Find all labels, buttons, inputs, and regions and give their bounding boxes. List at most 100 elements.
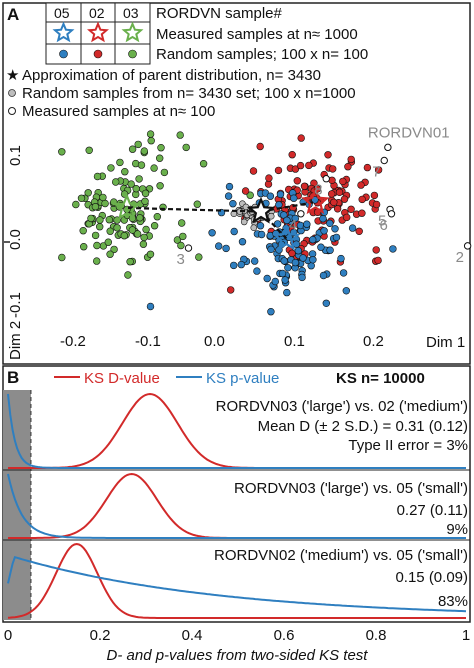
parent-star (246, 196, 276, 224)
scatter-point (326, 219, 334, 228)
scatter-point (238, 238, 247, 246)
scatter-point (140, 233, 148, 242)
scatter-point (124, 271, 132, 279)
small-sample-label: RORDVN01 (368, 124, 450, 141)
small-sample-point (184, 244, 193, 252)
scatter-point (347, 205, 355, 214)
legend-header-05: 05 (54, 5, 70, 21)
scatter-point (101, 199, 109, 208)
measured-star-03 (112, 192, 142, 220)
scatter-point (267, 212, 275, 220)
small-sample-label: 6 (380, 217, 388, 234)
y-axis-title: Dim 2 (7, 321, 24, 360)
scatter-point (280, 257, 288, 265)
scatter-point (91, 231, 100, 240)
scatter-point (355, 227, 363, 236)
scatter-point (87, 214, 95, 223)
legend-header-02: 02 (89, 5, 105, 21)
legend-dot-05-icon (59, 49, 68, 59)
scatter-point (339, 177, 347, 186)
scatter-point (79, 227, 87, 235)
scatter-point (136, 214, 144, 222)
small-sample-label: 2 (456, 249, 464, 266)
scatter-point (95, 223, 104, 231)
legend-p-label: KS p-value (206, 370, 279, 387)
y-tick-label: 0.1 (7, 145, 24, 166)
scatter-point (250, 224, 258, 231)
scatter-point (93, 241, 101, 250)
scatter-point (320, 227, 328, 235)
scatter-point (208, 229, 216, 237)
y-tick-label: 0.0 (7, 229, 24, 250)
scatter-point (139, 240, 148, 248)
b-x-tick-label: 1 (462, 627, 470, 644)
scatter-point (311, 196, 319, 204)
connector-line (126, 206, 262, 213)
scatter-point (156, 154, 164, 162)
x-tick-label: -0.1 (135, 333, 161, 350)
scatter-point (104, 238, 113, 246)
scatter-point (322, 299, 330, 307)
legend-note-small: Measured samples at n≈ 100 (22, 103, 215, 120)
b-x-tick-label: 0.8 (366, 627, 387, 644)
scatter-point (309, 236, 317, 244)
scatter-point (273, 220, 282, 228)
measured-star-02 (301, 187, 330, 215)
scatter-point (106, 227, 114, 235)
scatter-point (303, 220, 311, 228)
scatter-point (177, 241, 185, 250)
legend-row2: Random samples; 100 x n= 100 (156, 46, 368, 63)
legend-star-03-icon (121, 21, 144, 43)
scatter-point (305, 161, 313, 170)
scatter-point (324, 151, 332, 159)
scatter-point (256, 222, 265, 230)
scatter-point (128, 145, 137, 153)
scatter-point (120, 232, 129, 240)
scatter-point (160, 168, 169, 177)
scatter-point (58, 253, 66, 262)
scatter-point (276, 190, 285, 199)
scatter-point (339, 269, 348, 277)
scatter-point (372, 246, 380, 254)
row1-error: Type II error = 3% (348, 437, 468, 454)
small-sample-point (297, 210, 305, 218)
x-tick-label: -0.2 (60, 333, 86, 350)
x-tick-label: 0.1 (284, 333, 305, 350)
scatter-point (227, 286, 235, 294)
scatter-point (296, 161, 305, 170)
small-sample-label: 8 (314, 182, 322, 199)
scatter-point (111, 178, 120, 186)
scatter-points (58, 130, 397, 316)
ks-p-curve (7, 473, 466, 539)
scatter-point (126, 258, 134, 266)
scatter-point (343, 213, 351, 222)
legend-dot-02-icon (93, 49, 103, 59)
scatter-point (328, 190, 336, 198)
small-sample-point (380, 156, 388, 165)
row3-label: RORDVN02 ('medium') vs. 05 ('small') (214, 547, 468, 564)
scatter-point (79, 243, 88, 251)
legend-header-03: 03 (123, 5, 139, 21)
scatter-point (93, 172, 102, 181)
scatter-point (319, 271, 328, 280)
scatter-point (331, 225, 339, 233)
scatter-point (157, 144, 165, 152)
scatter-point (150, 222, 159, 230)
scatter-point (288, 151, 296, 159)
scatter-point (240, 218, 248, 226)
scatter-point (342, 287, 350, 295)
legend-row1: Measured samples at n≈ 1000 (156, 26, 358, 43)
scatter-point (283, 288, 291, 297)
scatter-point (344, 163, 352, 171)
scatter-point (230, 227, 238, 236)
scatter-point (290, 194, 298, 202)
scatter-point (249, 167, 258, 175)
scatter-point (147, 137, 155, 145)
scatter-point (337, 254, 345, 263)
ks-p-curve (7, 393, 466, 469)
scatter-point (267, 245, 275, 254)
scatter-point (246, 191, 254, 199)
scatter-point (199, 160, 208, 168)
scatter-point (329, 165, 337, 173)
